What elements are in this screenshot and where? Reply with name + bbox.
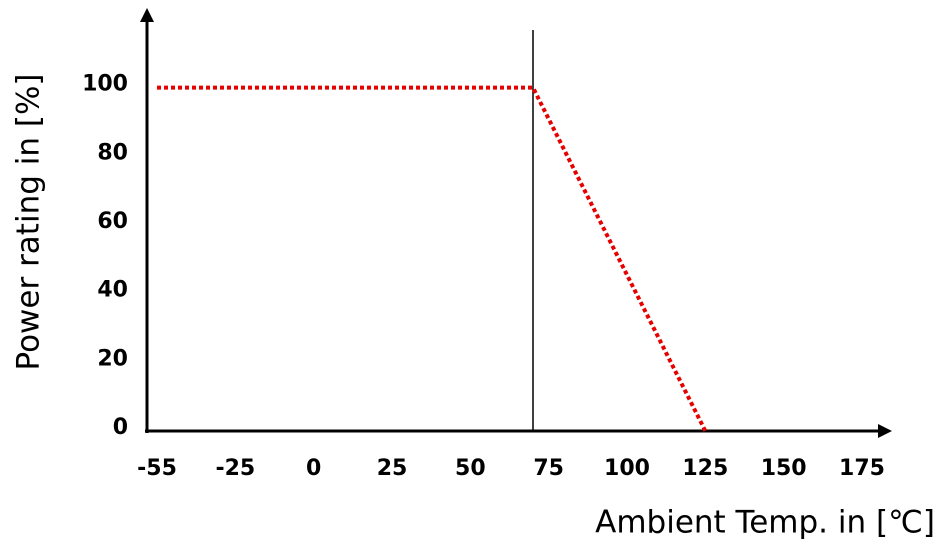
- x-tick-label: -55: [137, 456, 177, 481]
- y-tick-label: 40: [97, 278, 128, 303]
- y-tick-label: 60: [97, 209, 128, 234]
- y-tick-label: 20: [97, 346, 128, 371]
- x-tick-label: 75: [533, 456, 564, 481]
- x-axis-arrow: [878, 424, 892, 438]
- y-axis-label: Power rating in [%]: [11, 73, 47, 370]
- x-axis-label: Ambient Temp. in [℃]: [595, 505, 935, 541]
- x-tick-label: 0: [306, 456, 321, 481]
- x-tick-label: 100: [604, 456, 650, 481]
- x-tick-label: 175: [839, 456, 885, 481]
- x-tick-label: 150: [761, 456, 807, 481]
- y-tick-label: 80: [97, 140, 128, 165]
- x-tick-label: 50: [455, 456, 486, 481]
- y-axis-arrow: [140, 8, 154, 22]
- x-tick-label: 125: [682, 456, 728, 481]
- x-tick-label: -25: [215, 456, 255, 481]
- y-tick-label: 0: [113, 415, 128, 440]
- data-line: [157, 85, 708, 432]
- x-tick-label: 25: [377, 456, 408, 481]
- y-tick-label: 100: [82, 72, 128, 97]
